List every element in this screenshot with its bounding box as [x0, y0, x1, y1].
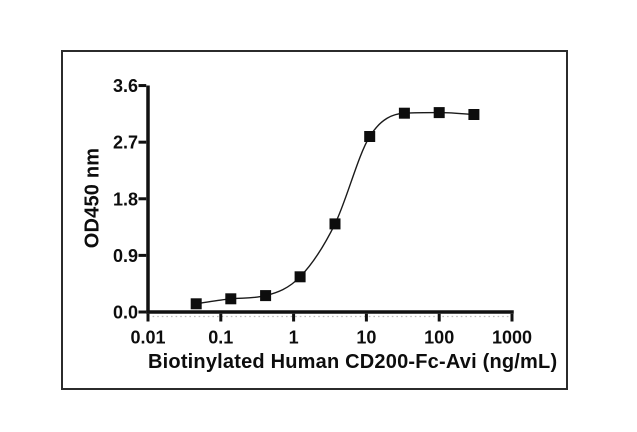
data-point-marker — [364, 131, 376, 142]
y-tick-label: 3.6 — [113, 76, 138, 96]
data-point-marker — [468, 109, 480, 120]
x-tick-label: 1 — [289, 328, 299, 348]
data-point-marker — [398, 107, 410, 119]
data-point-marker — [329, 218, 341, 230]
x-tick-label: 0.01 — [130, 328, 165, 348]
y-tick-label: 0.0 — [113, 303, 138, 323]
x-tick-label: 100 — [424, 328, 454, 348]
y-axis-title: OD450 nm — [81, 147, 104, 249]
y-tick-label: 1.8 — [113, 189, 138, 209]
x-tick-label: 1000 — [492, 328, 532, 348]
sigmoid-fit-curve — [196, 111, 474, 305]
y-tick-label: 2.7 — [113, 133, 138, 153]
y-tick-label: 0.9 — [113, 246, 138, 266]
data-point-marker — [433, 107, 445, 119]
data-point-marker — [260, 290, 272, 302]
x-tick-label: 10 — [356, 328, 376, 348]
data-point-marker — [190, 298, 202, 310]
data-point-marker — [225, 293, 237, 305]
x-tick-label: 0.1 — [208, 328, 233, 348]
figure-border — [61, 50, 568, 390]
data-point-marker — [294, 271, 306, 283]
x-axis-title: Biotinylated Human CD200-Fc-Avi (ng/mL) — [148, 351, 558, 373]
